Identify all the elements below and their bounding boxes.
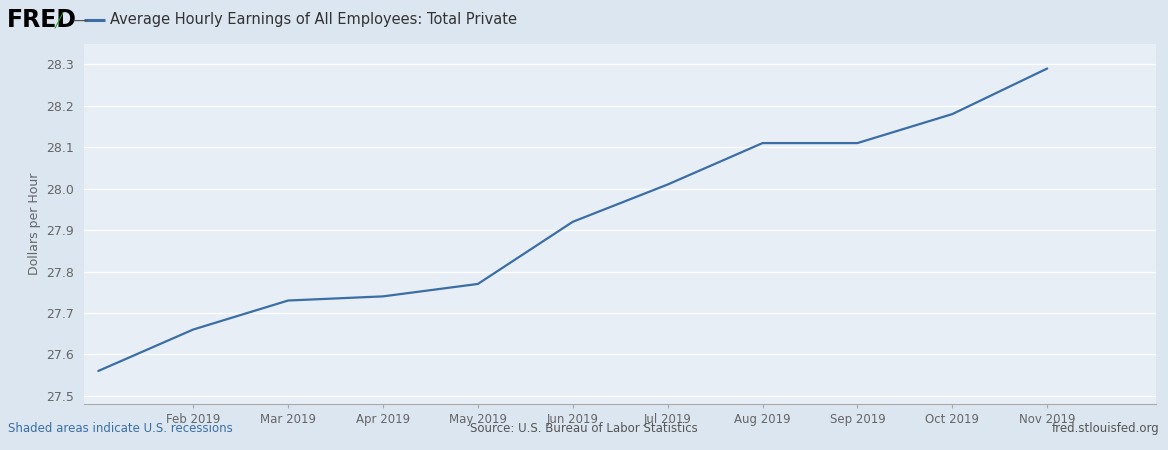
Text: ╱: ╱ (55, 12, 63, 28)
Text: fred.stlouisfed.org: fred.stlouisfed.org (1052, 422, 1160, 435)
Text: —: — (72, 12, 88, 27)
Text: Source: U.S. Bureau of Labor Statistics: Source: U.S. Bureau of Labor Statistics (471, 422, 697, 435)
Text: Shaded areas indicate U.S. recessions: Shaded areas indicate U.S. recessions (8, 422, 232, 435)
Text: FRED: FRED (7, 8, 77, 32)
Y-axis label: Dollars per Hour: Dollars per Hour (28, 173, 41, 275)
Text: Average Hourly Earnings of All Employees: Total Private: Average Hourly Earnings of All Employees… (110, 12, 516, 27)
